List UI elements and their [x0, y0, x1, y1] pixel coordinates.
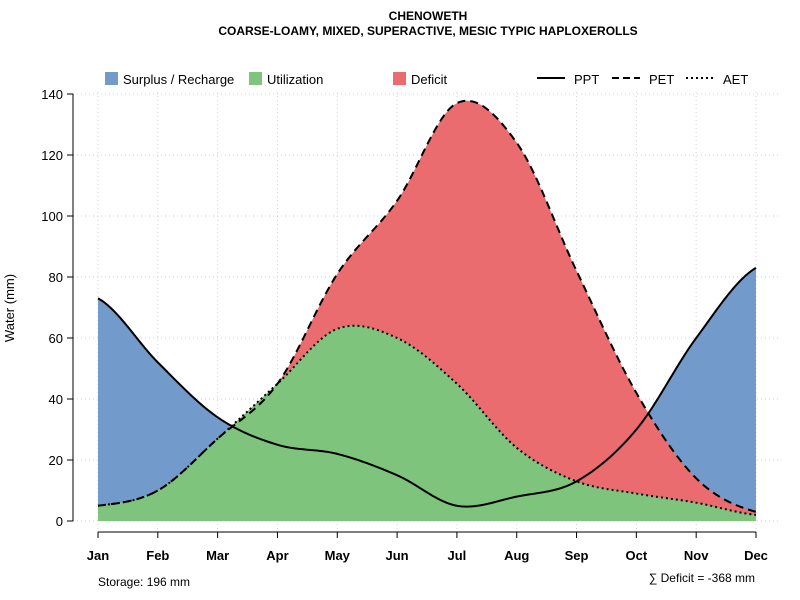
y-tick-label: 60	[49, 331, 63, 346]
y-axis-title: Water (mm)	[2, 274, 17, 342]
y-tick-label: 100	[41, 209, 63, 224]
x-tick-label-jun: Jun	[386, 548, 409, 563]
series-line-aet	[97, 324, 757, 516]
x-tick-label-feb: Feb	[146, 548, 169, 563]
y-tick-label: 20	[49, 453, 63, 468]
legend-label-surplus: Surplus / Recharge	[123, 72, 234, 87]
x-tick-label-dec: Dec	[744, 548, 768, 563]
chart-title: CHENOWETH	[389, 9, 468, 23]
x-tick-label-may: May	[325, 548, 351, 563]
x-tick-label-aug: Aug	[504, 548, 529, 563]
legend-label-utilization: Utilization	[267, 72, 323, 87]
series-lines	[97, 99, 757, 516]
legend-swatch-surplus	[105, 72, 118, 85]
filled-areas	[98, 100, 756, 521]
deficit-note: ∑ Deficit = -368 mm	[649, 571, 755, 585]
y-tick-label: 140	[41, 87, 63, 102]
legend-label-ppt: PPT	[574, 72, 599, 87]
legend-label-deficit: Deficit	[411, 72, 448, 87]
legend-label-pet: PET	[649, 72, 674, 87]
axes: 0 20 40 60 80 100 120 140 Jan Feb Mar Apr May Jun Jul A…	[41, 87, 768, 563]
area-utilization	[98, 325, 756, 521]
series-line-ppt	[97, 266, 757, 508]
legend-swatch-deficit	[393, 72, 406, 85]
y-tick-label: 80	[49, 270, 63, 285]
x-tick-label-sep: Sep	[565, 548, 589, 563]
y-tick-label: 40	[49, 392, 63, 407]
x-tick-label-jan: Jan	[87, 548, 109, 563]
legend-label-aet: AET	[723, 72, 748, 87]
legend-swatch-utilization	[249, 72, 262, 85]
x-tick-label-nov: Nov	[684, 548, 709, 563]
area-deficit	[98, 100, 756, 515]
x-tick-label-jul: Jul	[448, 548, 467, 563]
legend: Surplus / Recharge Utilization Deficit P…	[105, 72, 748, 87]
y-tick-label: 0	[56, 514, 63, 529]
x-tick-label-oct: Oct	[626, 548, 648, 563]
y-tick-label: 120	[41, 148, 63, 163]
x-tick-label-mar: Mar	[206, 548, 229, 563]
storage-note: Storage: 196 mm	[98, 575, 190, 589]
chart-subtitle: COARSE-LOAMY, MIXED, SUPERACTIVE, MESIC …	[218, 24, 637, 38]
x-tick-label-apr: Apr	[266, 548, 288, 563]
